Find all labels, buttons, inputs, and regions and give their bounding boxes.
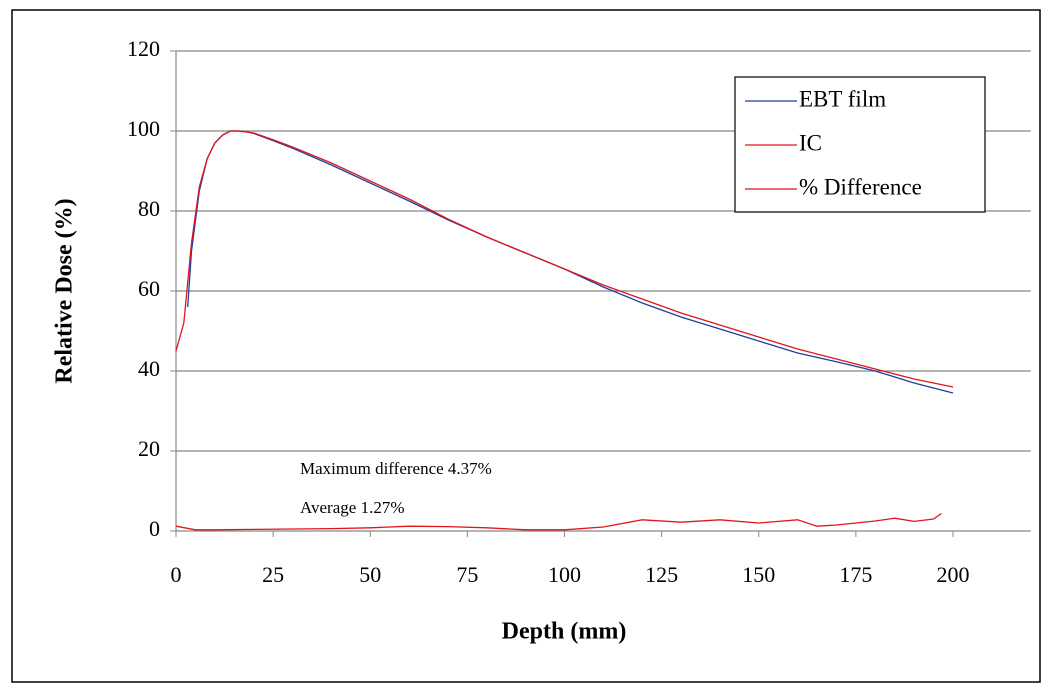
x-tick-label: 25	[262, 562, 284, 587]
x-tick-label: 125	[645, 562, 678, 587]
x-tick-label: 200	[937, 562, 970, 587]
legend-label: IC	[799, 130, 822, 155]
legend-label: % Difference	[799, 174, 922, 199]
y-tick-label: 0	[149, 516, 160, 541]
x-tick-label: 100	[548, 562, 581, 587]
x-tick-label: 150	[742, 562, 775, 587]
x-tick-label: 50	[359, 562, 381, 587]
annotation: Maximum difference 4.37%	[300, 459, 492, 478]
y-tick-label: 120	[127, 36, 160, 61]
y-tick-label: 100	[127, 116, 160, 141]
frame	[11, 9, 1041, 683]
y-tick-label: 60	[138, 276, 160, 301]
y-tick-label: 20	[138, 436, 160, 461]
y-tick-label: 40	[138, 356, 160, 381]
x-tick-label: 75	[456, 562, 478, 587]
series-line	[175, 130, 954, 388]
x-tick-label: 175	[839, 562, 872, 587]
x-tick-label: 0	[171, 562, 182, 587]
legend-label: EBT film	[799, 86, 886, 111]
y-tick-label: 80	[138, 196, 160, 221]
series-line	[175, 512, 942, 531]
x-axis-title: Depth (mm)	[502, 619, 627, 645]
y-axis-title: Relative Dose (%)	[52, 198, 78, 383]
annotation: Average 1.27%	[300, 498, 404, 517]
